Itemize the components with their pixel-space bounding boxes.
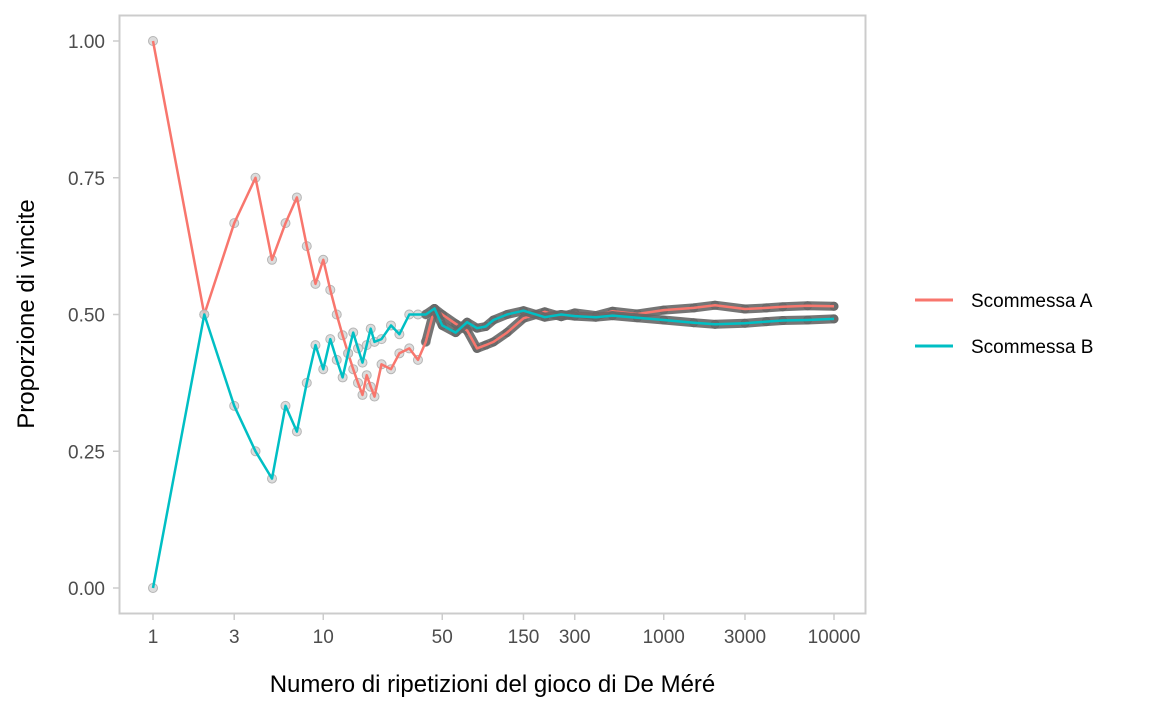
x-tick-label: 3000 [724, 627, 766, 648]
legend-label-scommessa-a: Scommessa A [971, 291, 1093, 312]
legend: Scommessa A Scommessa B [915, 291, 1093, 358]
y-axis-title: Proporzione di vincite [13, 199, 40, 428]
x-tick-label: 1000 [643, 627, 685, 648]
x-tick-label: 150 [508, 627, 540, 648]
x-tick-label: 1 [148, 627, 159, 648]
y-tick-label: 0.00 [68, 579, 105, 600]
series-scommessa-b [148, 303, 839, 593]
plot-panel [118, 14, 867, 615]
y-tick-label: 0.75 [68, 169, 105, 190]
y-tick-label: 0.25 [68, 442, 105, 463]
series-line-scommessa-b [151, 307, 835, 589]
x-tick-label: 300 [559, 627, 591, 648]
x-tick-label: 50 [432, 627, 453, 648]
series-layer [148, 36, 839, 593]
x-tick-label: 3 [229, 627, 240, 648]
x-tick-label: 10 [313, 627, 334, 648]
y-axis: 0.00 0.25 0.50 0.75 1.00 [68, 32, 119, 600]
x-axis-title: Numero di ripetizioni del gioco di De Mé… [270, 671, 716, 698]
y-tick-label: 0.50 [68, 306, 105, 327]
legend-label-scommessa-b: Scommessa B [971, 337, 1093, 358]
y-tick-label: 1.00 [68, 32, 105, 53]
x-axis: 1 3 10 50 150 300 1000 3000 10000 [148, 614, 861, 648]
x-tick-label: 10000 [808, 627, 861, 648]
